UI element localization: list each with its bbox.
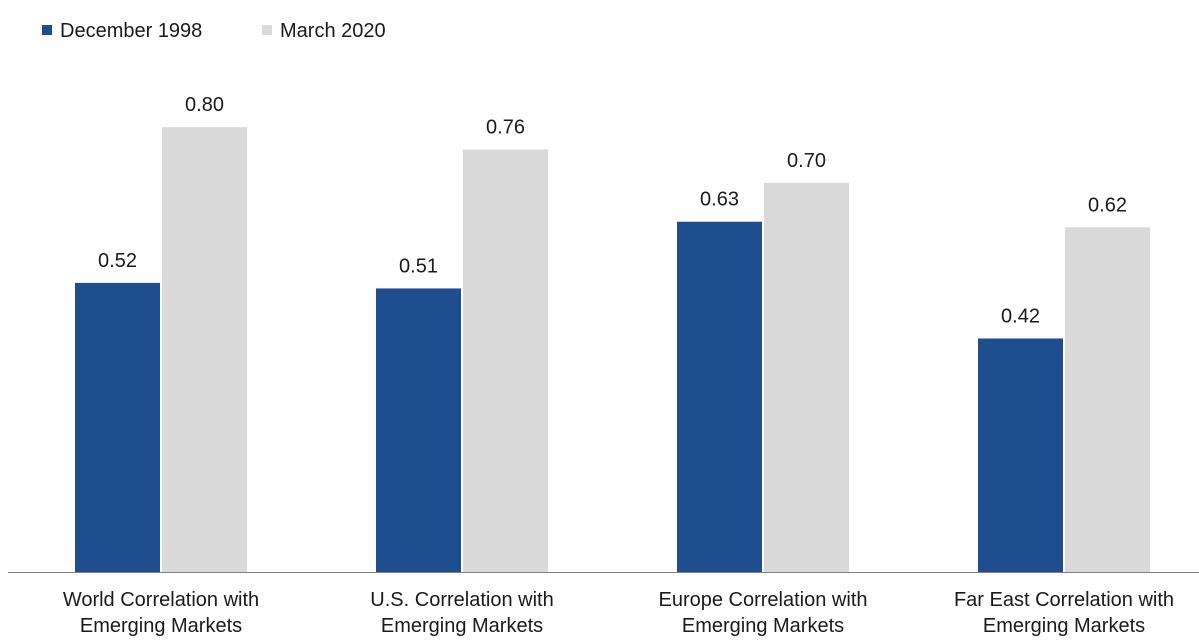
data-label-series1-cat3: 0.63 <box>700 189 739 211</box>
data-label-series2-cat1: 0.80 <box>185 94 224 116</box>
category-label-1-line-2: Emerging Markets <box>80 615 242 637</box>
bar-series2-cat2 <box>463 149 548 572</box>
category-label-1-line-1: World Correlation with <box>63 589 259 611</box>
legend-swatch-1 <box>42 25 52 35</box>
category-labels: World Correlation with Emerging Markets U.… <box>63 589 1174 637</box>
bar-series2-cat3 <box>764 182 849 573</box>
bar-series1-cat1 <box>75 282 160 572</box>
legend-label-2: March 2020 <box>280 20 386 42</box>
data-label-series2-cat4: 0.62 <box>1088 194 1127 216</box>
category-label-2-line-1: U.S. Correlation with <box>370 589 553 611</box>
chart-data-labels: 0.52 0.51 0.63 0.42 0.80 0.76 0.70 0.62 <box>98 94 1127 327</box>
chart-bars <box>75 127 1150 573</box>
category-label-4-line-2: Emerging Markets <box>983 615 1145 637</box>
bar-series2-cat4 <box>1065 227 1150 572</box>
data-label-series1-cat1: 0.52 <box>98 250 137 272</box>
bar-series2-cat1 <box>162 127 247 572</box>
category-label-4-line-1: Far East Correlation with <box>954 589 1174 611</box>
data-label-series1-cat2: 0.51 <box>399 255 438 277</box>
category-label-2-line-2: Emerging Markets <box>381 615 543 637</box>
chart-legend: December 1998 March 2020 <box>42 20 386 42</box>
legend-swatch-2 <box>262 25 272 35</box>
bar-series1-cat3 <box>677 221 762 572</box>
category-label-3-line-1: Europe Correlation with <box>659 589 868 611</box>
data-label-series2-cat3: 0.70 <box>787 150 826 172</box>
legend-label-1: December 1998 <box>60 20 202 42</box>
category-label-3-line-2: Emerging Markets <box>682 615 844 637</box>
bar-series1-cat4 <box>978 338 1063 572</box>
bar-series1-cat2 <box>376 288 461 572</box>
data-label-series2-cat2: 0.76 <box>486 116 525 138</box>
data-label-series1-cat4: 0.42 <box>1001 305 1040 327</box>
